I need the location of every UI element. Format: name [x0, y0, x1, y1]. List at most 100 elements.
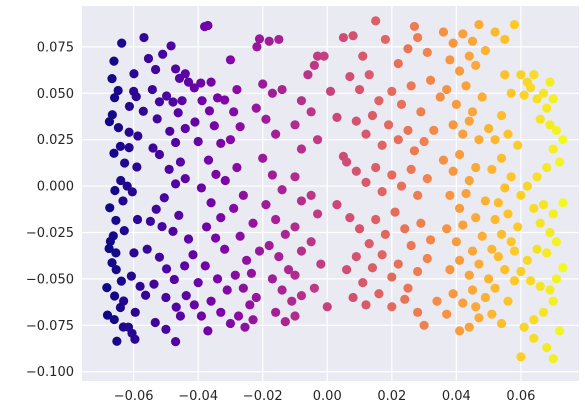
- data-point: [267, 170, 278, 180]
- data-point: [212, 274, 223, 284]
- data-point: [158, 49, 168, 59]
- data-point: [189, 83, 199, 93]
- data-point: [461, 188, 471, 199]
- data-point: [500, 265, 510, 275]
- data-point: [513, 222, 523, 232]
- data-point: [348, 292, 358, 303]
- data-point: [432, 296, 442, 306]
- data-point: [445, 55, 455, 65]
- data-point: [545, 77, 555, 87]
- data-point: [139, 32, 149, 43]
- data-point: [183, 234, 194, 244]
- data-point: [545, 120, 555, 130]
- x-axis-tick-labels: −0.06 −0.04 −0.02 0.00 0.02 0.04 0.06: [114, 389, 536, 404]
- data-point: [332, 112, 342, 122]
- data-point: [400, 224, 410, 234]
- data-point: [538, 88, 549, 98]
- data-point: [296, 246, 307, 256]
- data-point: [364, 70, 374, 80]
- data-point: [140, 290, 151, 300]
- data-point: [467, 107, 478, 117]
- data-point: [312, 51, 323, 61]
- data-point: [180, 174, 190, 184]
- data-point: [124, 127, 134, 137]
- data-point: [367, 110, 378, 121]
- data-point: [364, 239, 374, 249]
- data-point: [403, 44, 413, 54]
- data-point: [267, 274, 278, 284]
- data-point: [351, 166, 361, 176]
- data-point: [435, 92, 445, 102]
- data-point: [102, 310, 113, 320]
- data-point: [351, 116, 361, 126]
- data-point: [130, 334, 140, 344]
- data-point: [406, 81, 416, 91]
- data-point: [361, 129, 371, 139]
- data-point: [111, 265, 121, 275]
- data-point: [232, 162, 242, 173]
- data-point: [170, 337, 181, 347]
- data-point: [506, 88, 516, 98]
- data-point: [116, 276, 126, 286]
- y-tick-label: −0.100: [26, 365, 74, 380]
- data-point: [150, 64, 161, 75]
- data-point: [248, 218, 258, 228]
- data-point: [451, 237, 461, 247]
- data-point: [403, 283, 413, 293]
- data-point: [142, 244, 152, 254]
- data-point: [548, 94, 558, 104]
- data-point: [220, 244, 230, 254]
- data-point: [111, 248, 121, 258]
- data-point: [147, 84, 157, 95]
- data-point: [490, 27, 500, 37]
- data-point: [175, 311, 186, 321]
- data-point: [254, 246, 265, 256]
- data-point: [545, 227, 555, 238]
- data-point: [332, 200, 342, 210]
- data-point: [143, 53, 154, 64]
- data-point: [513, 140, 523, 150]
- data-point: [220, 95, 230, 105]
- data-point: [500, 70, 510, 80]
- data-point: [358, 51, 368, 61]
- data-point: [442, 309, 452, 319]
- data-point: [429, 125, 439, 135]
- y-tick-label: −0.025: [26, 226, 74, 241]
- data-point: [211, 169, 221, 179]
- data-point: [551, 274, 562, 284]
- data-point: [467, 246, 478, 256]
- data-point: [290, 172, 300, 182]
- data-point: [493, 198, 503, 208]
- data-point: [216, 138, 226, 148]
- data-point: [458, 129, 468, 139]
- data-point: [445, 190, 455, 200]
- data-point: [109, 56, 119, 66]
- data-point: [122, 181, 132, 191]
- data-point: [490, 214, 500, 225]
- data-point: [240, 322, 250, 332]
- data-point: [509, 246, 520, 256]
- data-point: [393, 259, 403, 269]
- data-point: [516, 70, 526, 80]
- data-point: [548, 209, 558, 219]
- data-point: [487, 309, 497, 319]
- data-point: [170, 179, 181, 189]
- data-point: [371, 162, 381, 173]
- data-point: [413, 307, 423, 317]
- data-point: [274, 34, 284, 45]
- data-point: [102, 283, 112, 293]
- data-point: [535, 114, 545, 124]
- data-point: [120, 158, 130, 168]
- data-point: [542, 162, 552, 173]
- data-point: [358, 278, 368, 288]
- data-point: [107, 258, 117, 268]
- data-point: [216, 307, 226, 317]
- data-point: [480, 45, 491, 56]
- data-point: [196, 78, 206, 88]
- data-point: [419, 320, 429, 330]
- data-point: [180, 123, 190, 134]
- data-point: [264, 240, 274, 251]
- data-point: [454, 149, 465, 160]
- data-point: [387, 86, 397, 96]
- data-point: [493, 252, 503, 262]
